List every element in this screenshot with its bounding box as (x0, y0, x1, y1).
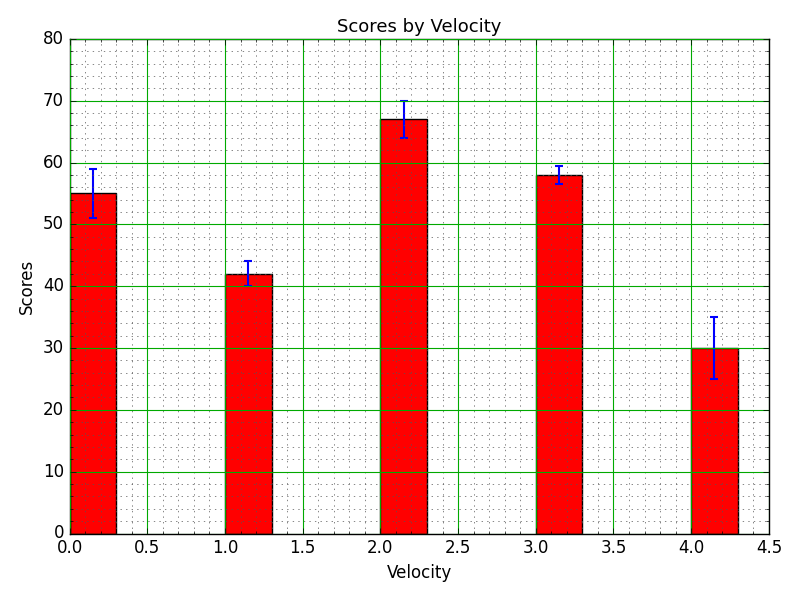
Title: Scores by Velocity: Scores by Velocity (337, 18, 502, 36)
Bar (536, 175, 582, 533)
Bar (70, 193, 116, 533)
Bar (691, 348, 738, 533)
X-axis label: Velocity: Velocity (386, 564, 452, 582)
Bar (381, 119, 427, 533)
Bar (225, 274, 272, 533)
Y-axis label: Scores: Scores (18, 259, 36, 314)
